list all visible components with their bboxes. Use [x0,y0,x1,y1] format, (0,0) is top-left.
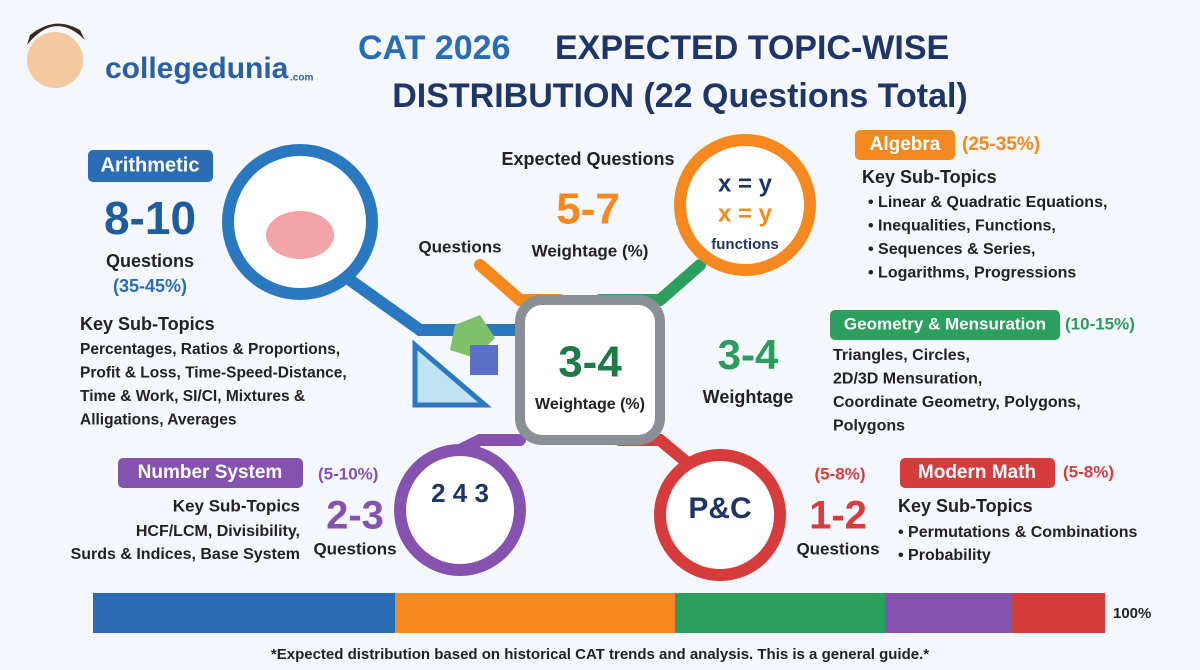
bar-segment [675,593,885,633]
texts: collegedunia .com CAT 2026 EXPECTED TOPIC-W… [71,29,1152,663]
icon-text: 2 4 3 [431,478,489,508]
share-label: (5-8%) [814,464,865,483]
bar-segment [1012,593,1105,633]
weightage-range: 3-4 [718,331,779,378]
icon-text: x = y [718,200,773,227]
number-system-circle [394,444,526,576]
logo-face [27,32,83,88]
sub-topic: • Linear & Quadratic Equations, [868,194,1107,211]
hub-label: Weightage (%) [535,396,645,413]
sub-topic: • Inequalities, Functions, [868,218,1056,235]
sub-topic: • Logarithms, Progressions [868,265,1076,282]
piggy-icon [266,211,334,259]
icon-text: P&C [688,492,751,525]
brand-suffix: .com [290,73,313,84]
badge-label: Algebra [870,134,941,155]
icon-text: x = y [718,170,773,197]
bar-label: 100% [1113,605,1151,622]
footnote: *Expected distribution based on historic… [271,646,929,663]
share-label: (5-8%) [1063,462,1114,481]
sub-topic: Polygons [833,418,905,435]
sub-topic: Triangles, Circles, [833,347,970,364]
badge [855,130,955,160]
sub-topic: Alligations, Averages [80,412,236,429]
modern-math-circle [654,449,786,581]
share-label: (35-45%) [113,276,187,296]
share-label: (25-35%) [962,134,1040,155]
bar-segment [395,593,675,633]
unit-label: Weightage [703,387,794,407]
algebra-circle [674,134,816,276]
sub-topic: • Permutations & Combinations [898,524,1138,541]
sub-topic: • Sequences & Series, [868,241,1035,258]
key-label: Questions [418,237,501,256]
bar-segment [93,593,395,633]
sub-topic: Surds & Indices, Base System [71,546,300,563]
unit-label: Questions [106,251,194,271]
sub-topic: Profit & Loss, Time-Speed-Distance, [80,365,347,382]
hub-range: 3-4 [558,338,622,387]
question-range: 1-2 [809,494,867,538]
share-label: (5-10%) [318,464,378,483]
badge [88,150,213,182]
badge-label: Arithmetic [101,154,200,176]
badge [118,458,303,488]
connector [474,259,566,306]
badge [900,458,1055,488]
unit-label: Questions [796,539,879,558]
badge [830,310,1060,340]
share-label: (10-15%) [1065,314,1135,333]
icon-text: functions [711,236,779,253]
connector [594,259,706,306]
key-label: Weightage (%) [532,241,649,260]
hub-box [515,295,665,445]
connector [344,274,526,336]
brand-name: collegedunia [105,52,289,85]
question-range: 2-3 [326,494,384,538]
sub-topics-heading: Key Sub-Topics [173,496,300,515]
sub-topics-heading: Key Sub-Topics [80,314,215,334]
title: DISTRIBUTION (22 Questions Total) [392,77,968,115]
sub-topics-heading: Key Sub-Topics [862,167,997,187]
set-square-icon [412,339,492,408]
title: EXPECTED TOPIC-WISE [555,29,949,67]
sub-topic: • Probability [898,547,991,564]
title-highlight: CAT 2026 [358,29,510,67]
sub-topic: Coordinate Geometry, Polygons, [833,394,1081,411]
key-label: Expected Questions [501,149,674,169]
distribution-bar [93,593,1105,633]
sub-topics-heading: Key Sub-Topics [898,496,1033,516]
badge-label: Modern Math [918,462,1036,483]
badge-label: Geometry & Mensuration [844,314,1046,333]
key-range: 5-7 [556,185,620,234]
sub-topic: Percentages, Ratios & Proportions, [80,341,340,358]
square-icon [470,345,498,375]
sub-topic: Time & Work, SI/CI, Mixtures & [80,388,305,405]
logo-hair [27,23,85,45]
bar-segment [885,593,1012,633]
sub-topic: 2D/3D Mensuration, [833,371,982,388]
question-range: 8-10 [104,192,196,244]
unit-label: Questions [313,539,396,558]
badge-label: Number System [138,462,283,483]
sub-topic: HCF/LCM, Divisibility, [136,523,300,540]
